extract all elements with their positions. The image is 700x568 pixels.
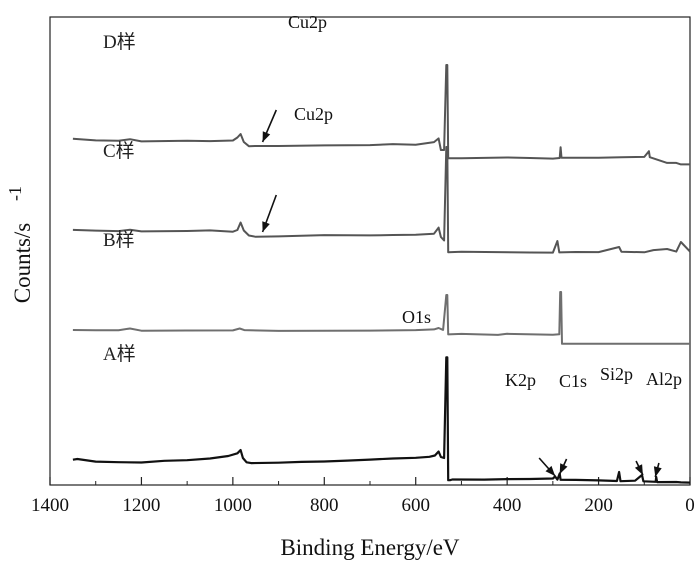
x-tick-label: 1400 (31, 495, 69, 516)
annotation-si2p: Si2p (600, 364, 633, 384)
x-tick-label: 600 (401, 495, 430, 516)
series-line-c (72, 146, 691, 254)
y-axis-title-text: Counts/s (10, 223, 35, 304)
series-line-b (72, 291, 690, 345)
annotation-arrowhead (545, 465, 556, 476)
x-axis-title: Binding Energy/eV (280, 535, 459, 560)
series-layer (72, 64, 691, 484)
x-tick-label: 200 (584, 495, 613, 516)
y-axis-title-superscript: -1 (5, 186, 25, 201)
series-label-a: A样 (103, 343, 136, 365)
annotation-al2p: Al2p (646, 369, 682, 389)
annotation-arrowhead (262, 221, 270, 232)
x-tick-label: 400 (493, 495, 522, 516)
annotation-c1s: C1s (559, 371, 587, 391)
annotation-arrowhead (559, 463, 568, 474)
annotation-arrowhead (653, 466, 662, 477)
x-axis-ticks: 1400 1200 1000 800 600 400 200 0 (31, 477, 695, 516)
series-label-d: D样 (103, 31, 136, 53)
annotation-layer (261, 109, 662, 478)
series-label-b: B样 (103, 229, 135, 251)
series-label-c: C样 (103, 140, 135, 162)
series-line-d (72, 64, 690, 166)
annotation-arrowhead (262, 131, 271, 142)
x-tick-label: 0 (685, 495, 695, 516)
plot-frame (49, 16, 691, 486)
series-line-a (72, 356, 691, 484)
annotation-k2p: K2p (505, 370, 536, 390)
x-tick-label: 800 (310, 495, 339, 516)
annotation-cu2p-d: Cu2p (288, 12, 327, 32)
annotation-arrowhead (634, 464, 643, 475)
annotation-o1s: O1s (402, 307, 431, 327)
x-tick-label: 1000 (214, 495, 252, 516)
y-axis-title-group: Counts/s -1 (5, 186, 35, 303)
y-axis-title: Counts/s (10, 223, 35, 304)
annotation-cu2p-c: Cu2p (294, 104, 333, 124)
x-tick-label: 1200 (122, 495, 160, 516)
